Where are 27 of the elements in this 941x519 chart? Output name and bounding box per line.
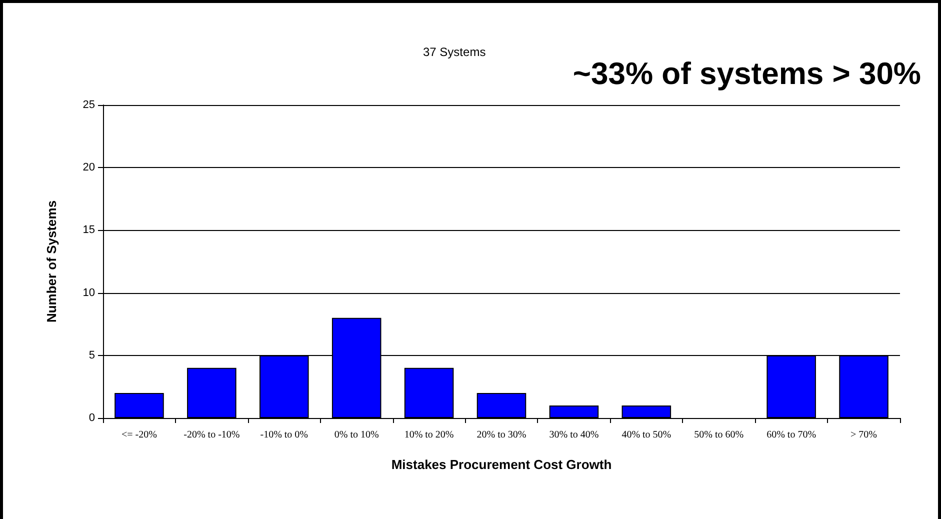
- y-tick-label: 15: [82, 224, 95, 236]
- chart-title: 37 Systems: [423, 45, 486, 59]
- y-tick-label: 20: [82, 162, 95, 174]
- x-tick-label: 50% to 60%: [694, 430, 744, 440]
- x-tick-label: 40% to 50%: [622, 430, 672, 440]
- x-axis-title: Mistakes Procurement Cost Growth: [391, 457, 612, 472]
- y-axis-title: Number of Systems: [44, 200, 59, 323]
- y-tick-label: 10: [82, 286, 95, 299]
- bar: [404, 368, 454, 418]
- y-tick-label: 5: [88, 349, 95, 362]
- text: ~33% of systems > 30%: [572, 56, 922, 91]
- x-tick-label: > 70%: [850, 430, 878, 440]
- bar: [476, 392, 526, 418]
- x-tick-label: -20% to -10%: [184, 430, 240, 440]
- y-tick-label: 0: [88, 412, 95, 424]
- x-tick-label: 20% to 30%: [476, 430, 526, 440]
- x-tick-label: 10% to 20%: [404, 430, 454, 440]
- x-tick-label: 60% to 70%: [766, 430, 816, 440]
- x-tick-label: <= -20%: [122, 430, 157, 440]
- bar: [549, 405, 599, 418]
- bar: [114, 392, 164, 418]
- y-tick-label: 25: [82, 99, 95, 111]
- x-tick-label: 0% to 10%: [334, 430, 379, 440]
- bar: [187, 368, 236, 418]
- bar: [622, 405, 672, 418]
- x-tick-label: 30% to 40%: [549, 430, 599, 440]
- x-tick-label: -10% to 0%: [260, 430, 308, 440]
